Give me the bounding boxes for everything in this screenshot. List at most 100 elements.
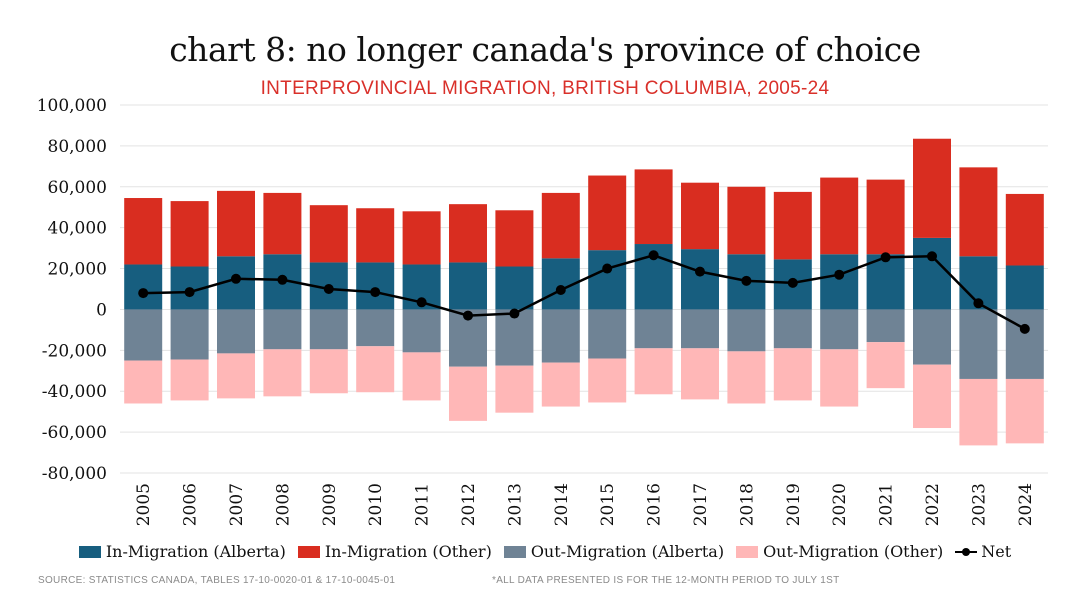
net-point <box>138 288 149 299</box>
bar-in-migration-other <box>309 205 348 263</box>
net-point <box>555 285 566 296</box>
bar-out-migration-other <box>263 349 302 397</box>
bar-out-migration-alberta <box>866 309 905 343</box>
net-point <box>787 277 798 288</box>
x-tick-label: 2012 <box>459 483 479 526</box>
legend-item-out-alberta: Out-Migration (Alberta) <box>503 542 724 561</box>
legend-item-in-other: In-Migration (Other) <box>297 542 492 561</box>
bar-in-migration-other <box>356 208 395 263</box>
bar-out-migration-other <box>541 362 580 407</box>
bar-in-migration-alberta <box>588 250 627 310</box>
x-tick-label: 2010 <box>366 483 386 526</box>
y-tick-label: 0 <box>96 300 107 320</box>
bar-in-migration-other <box>634 169 673 245</box>
x-tick-label: 2015 <box>598 483 618 526</box>
y-tick-label: 80,000 <box>48 137 107 157</box>
x-tick-label: 2007 <box>227 483 247 526</box>
source-footnote: SOURCE: STATISTICS CANADA, TABLES 17-10-… <box>38 575 396 586</box>
bar-out-migration-other <box>913 364 951 429</box>
bar-out-migration-alberta <box>495 309 534 366</box>
bar-out-migration-other <box>588 358 627 403</box>
bar-out-migration-alberta <box>402 309 441 353</box>
x-tick-label: 2011 <box>413 483 433 526</box>
legend-item-out-other: Out-Migration (Other) <box>736 542 943 561</box>
net-line <box>143 253 1026 330</box>
net-point <box>927 251 937 262</box>
bar-out-migration-other <box>773 348 812 401</box>
bar-out-migration-alberta <box>773 309 812 349</box>
chart-subtitle: INTERPROVINCIAL MIGRATION, BRITISH COLUM… <box>260 78 830 99</box>
bar-in-migration-other <box>820 177 859 255</box>
net-point <box>416 297 427 308</box>
bar-in-migration-alberta <box>449 262 487 310</box>
y-tick-label: -80,000 <box>42 464 107 484</box>
bar-out-migration-other <box>727 351 766 404</box>
x-tick-label: 2014 <box>552 483 572 526</box>
y-tick-label: -40,000 <box>42 382 107 402</box>
bar-in-migration-alberta <box>866 254 905 310</box>
bar-out-migration-alberta <box>681 309 719 349</box>
bar-out-migration-other <box>170 359 209 401</box>
x-tick-label: 2017 <box>691 483 711 526</box>
net-point <box>695 266 705 277</box>
net-point <box>277 274 288 285</box>
legend-swatch-in-other <box>297 545 320 558</box>
bar-out-migration-other <box>217 353 255 399</box>
x-tick-label: 2021 <box>877 483 897 526</box>
bar-in-migration-other <box>495 210 534 267</box>
y-tick-label: 20,000 <box>48 260 107 280</box>
legend-item-net: Net <box>955 542 1011 561</box>
legend-label-net: Net <box>981 542 1012 561</box>
bar-in-migration-alberta <box>820 254 859 310</box>
x-tick-label: 2016 <box>645 483 665 526</box>
bar-out-migration-alberta <box>124 309 163 361</box>
bar-out-migration-other <box>820 349 859 407</box>
bar-in-migration-other <box>541 192 580 259</box>
bar-out-migration-other <box>309 349 348 394</box>
bar-in-migration-other <box>449 204 487 263</box>
net-point <box>370 287 381 298</box>
bar-in-migration-other <box>773 191 812 260</box>
chart-title: chart 8: no longer canada's province of … <box>169 30 921 69</box>
bar-out-migration-alberta <box>634 309 673 349</box>
bar-in-migration-other <box>402 211 441 265</box>
bar-out-migration-alberta <box>588 309 627 359</box>
x-tick-label: 2022 <box>923 483 943 526</box>
bar-out-migration-alberta <box>913 309 951 365</box>
bar-in-migration-other <box>217 190 255 257</box>
x-tick-label: 2020 <box>830 483 850 526</box>
bar-in-migration-alberta <box>124 264 163 310</box>
bar-in-migration-other <box>588 175 627 251</box>
net-point <box>602 263 613 274</box>
bar-in-migration-other <box>681 182 719 250</box>
bar-in-migration-other <box>170 201 209 267</box>
legend-item-in-alberta: In-Migration (Alberta) <box>78 542 286 561</box>
bar-in-migration-other <box>124 198 163 265</box>
bar-in-migration-alberta <box>681 249 719 310</box>
bar-out-migration-alberta <box>217 309 255 354</box>
bar-out-migration-alberta <box>541 309 580 363</box>
bar-out-migration-other <box>402 352 441 401</box>
y-tick-label: -60,000 <box>42 423 107 443</box>
bar-in-migration-other <box>913 138 951 238</box>
bar-out-migration-alberta <box>263 309 302 350</box>
bar-out-migration-alberta <box>959 309 998 379</box>
net-point <box>509 308 520 319</box>
y-tick-label: 100,000 <box>37 96 107 116</box>
net-point <box>184 287 195 298</box>
bar-out-migration-other <box>124 360 163 404</box>
bar-out-migration-alberta <box>356 309 395 347</box>
legend-swatch-out-alberta <box>503 545 526 558</box>
y-tick-label: 40,000 <box>48 219 107 239</box>
x-tick-label: 2019 <box>784 483 804 526</box>
y-tick-label: 60,000 <box>48 178 107 198</box>
bar-out-migration-other <box>634 348 673 395</box>
net-point <box>463 310 473 321</box>
bar-in-migration-alberta <box>913 237 951 310</box>
legend-label-in-alberta: In-Migration (Alberta) <box>105 542 286 561</box>
bar-out-migration-alberta <box>170 309 209 360</box>
x-tick-label: 2008 <box>273 483 293 526</box>
net-point <box>880 252 891 263</box>
bar-out-migration-other <box>449 366 487 421</box>
bar-out-migration-alberta <box>309 309 348 350</box>
